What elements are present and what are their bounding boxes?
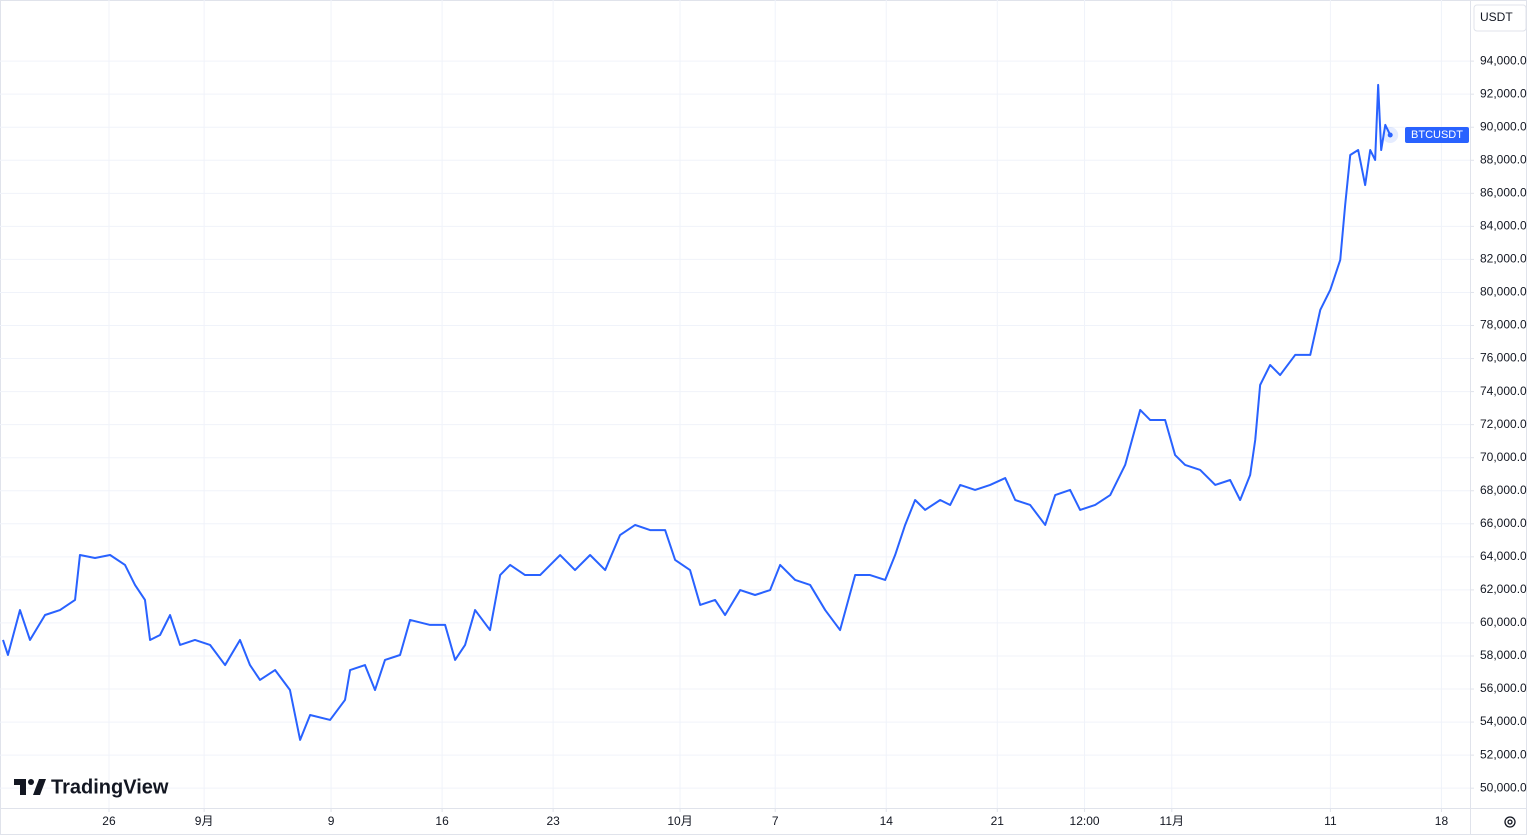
y-tick-label: 86,000.00: [1480, 185, 1527, 199]
y-tick-label: 82,000.00: [1480, 252, 1527, 266]
y-tick-label: 74,000.00: [1480, 384, 1527, 398]
x-tick-label: 12:00: [1070, 814, 1100, 828]
y-tick-label: 50,000.00: [1480, 780, 1527, 794]
settings-icon[interactable]: [1504, 816, 1516, 828]
y-tick-label: 84,000.00: [1480, 219, 1527, 233]
x-tick-label: 26: [102, 814, 116, 828]
x-tick-label: 9月: [195, 814, 214, 828]
x-tick-label: 10月: [667, 814, 692, 828]
logo-mark: [33, 779, 46, 795]
y-tick-label: 52,000.00: [1480, 747, 1527, 761]
logo-mark: [14, 779, 26, 795]
y-tick-label: 92,000.00: [1480, 86, 1527, 100]
series-badge: [1405, 126, 1469, 143]
currency-box[interactable]: [1473, 4, 1527, 32]
watermark: TradingView: [14, 776, 169, 798]
y-tick-label: 62,000.00: [1480, 582, 1527, 596]
x-tick-label: 14: [880, 814, 894, 828]
x-tick-label: 11: [1324, 814, 1337, 828]
currency-label: USDT: [1480, 10, 1513, 24]
price-line: [2, 83, 1392, 741]
y-tick-label: 66,000.00: [1480, 516, 1527, 530]
y-tick-label: 60,000.00: [1480, 615, 1527, 629]
watermark-text: TradingView: [51, 776, 169, 798]
y-tick-label: 56,000.00: [1480, 681, 1527, 695]
last-point: [1387, 132, 1393, 138]
x-tick-label: 21: [991, 814, 1005, 828]
y-tick-label: 80,000.00: [1480, 285, 1527, 299]
x-tick-label: 11月: [1160, 814, 1184, 828]
y-tick-label: 64,000.00: [1480, 549, 1527, 563]
y-tick-label: 70,000.00: [1480, 450, 1527, 464]
y-tick-label: 88,000.00: [1480, 152, 1527, 166]
y-tick-label: 68,000.00: [1480, 483, 1527, 497]
x-tick-label: 7: [772, 814, 779, 828]
grid: [0, 0, 1470, 808]
x-tick-label: 23: [546, 814, 560, 828]
logo-mark: [28, 779, 34, 785]
y-tick-label: 58,000.00: [1480, 648, 1527, 662]
y-tick-label: 54,000.00: [1480, 714, 1527, 728]
x-tick-label: 18: [1435, 814, 1449, 828]
x-tick-label: 16: [435, 814, 449, 828]
y-tick-label: 90,000.00: [1480, 119, 1527, 133]
y-tick-label: 78,000.00: [1480, 318, 1527, 332]
x-tick-label: 9: [328, 814, 335, 828]
y-tick-label: 94,000.00: [1480, 53, 1527, 67]
y-tick-label: 72,000.00: [1480, 417, 1527, 431]
series-name: BTCUSDT: [1411, 129, 1463, 141]
y-tick-label: 76,000.00: [1480, 351, 1527, 365]
